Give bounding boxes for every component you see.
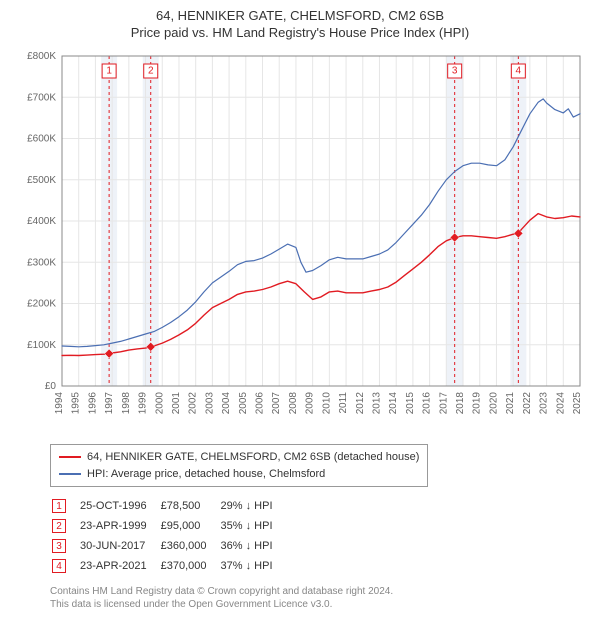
legend-swatch — [59, 456, 81, 458]
svg-text:£500K: £500K — [27, 175, 56, 186]
svg-text:1998: 1998 — [121, 392, 132, 415]
line-chart-svg: £0 £100K £200K £300K £400K £500K £600K £700K £80… — [10, 46, 590, 436]
svg-text:2025: 2025 — [572, 392, 583, 415]
legend-label: 64, HENNIKER GATE, CHELMSFORD, CM2 6SB (… — [87, 449, 419, 466]
footer-line-2: This data is licensed under the Open Gov… — [50, 598, 590, 611]
event-price: £95,000 — [161, 517, 219, 535]
svg-text:2020: 2020 — [488, 392, 499, 415]
svg-text:1995: 1995 — [71, 392, 82, 415]
svg-text:2010: 2010 — [321, 392, 332, 415]
svg-text:1994: 1994 — [54, 392, 65, 415]
event-row: 4 23-APR-2021£370,00037% ↓ HPI — [52, 557, 285, 575]
svg-text:2024: 2024 — [555, 392, 566, 415]
svg-text:2015: 2015 — [405, 392, 416, 415]
svg-text:2001: 2001 — [171, 392, 182, 415]
svg-text:£400K: £400K — [27, 216, 56, 227]
svg-text:2017: 2017 — [438, 392, 449, 415]
event-marker: 2 — [52, 519, 66, 533]
chart-title: 64, HENNIKER GATE, CHELMSFORD, CM2 6SB — [10, 8, 590, 23]
event-pct: 36% ↓ HPI — [221, 537, 285, 555]
event-pct: 37% ↓ HPI — [221, 557, 285, 575]
svg-text:2016: 2016 — [422, 392, 433, 415]
svg-text:2018: 2018 — [455, 392, 466, 415]
event-marker: 1 — [52, 499, 66, 513]
event-price: £370,000 — [161, 557, 219, 575]
svg-text:1999: 1999 — [138, 392, 149, 415]
event-marker: 3 — [52, 539, 66, 553]
event-pct: 35% ↓ HPI — [221, 517, 285, 535]
footer-attribution: Contains HM Land Registry data © Crown c… — [50, 585, 590, 611]
event-row: 1 25-OCT-1996£78,50029% ↓ HPI — [52, 497, 285, 515]
event-marker: 4 — [52, 559, 66, 573]
svg-text:1997: 1997 — [104, 392, 115, 415]
event-row: 2 23-APR-1999£95,00035% ↓ HPI — [52, 517, 285, 535]
svg-text:£300K: £300K — [27, 257, 56, 268]
svg-text:£100K: £100K — [27, 340, 56, 351]
event-date: 30-JUN-2017 — [80, 537, 159, 555]
legend-label: HPI: Average price, detached house, Chel… — [87, 466, 325, 483]
legend-row: HPI: Average price, detached house, Chel… — [59, 466, 419, 483]
svg-text:1996: 1996 — [87, 392, 98, 415]
svg-text:£800K: £800K — [27, 51, 56, 62]
event-date: 23-APR-2021 — [80, 557, 159, 575]
svg-text:1: 1 — [106, 66, 112, 77]
svg-text:2008: 2008 — [288, 392, 299, 415]
svg-text:2006: 2006 — [255, 392, 266, 415]
svg-text:2002: 2002 — [188, 392, 199, 415]
svg-text:£0: £0 — [45, 381, 57, 392]
svg-text:2009: 2009 — [305, 392, 316, 415]
svg-text:2023: 2023 — [539, 392, 550, 415]
svg-text:2011: 2011 — [338, 392, 349, 414]
svg-text:£600K: £600K — [27, 134, 56, 145]
event-date: 25-OCT-1996 — [80, 497, 159, 515]
svg-text:2019: 2019 — [472, 392, 483, 415]
svg-text:2: 2 — [148, 66, 154, 77]
events-table: 1 25-OCT-1996£78,50029% ↓ HPI 2 23-APR-1999… — [50, 495, 287, 577]
svg-text:2000: 2000 — [154, 392, 165, 415]
event-row: 3 30-JUN-2017£360,00036% ↓ HPI — [52, 537, 285, 555]
svg-text:2021: 2021 — [505, 392, 516, 415]
svg-text:2005: 2005 — [238, 392, 249, 415]
svg-text:2004: 2004 — [221, 392, 232, 415]
event-price: £360,000 — [161, 537, 219, 555]
svg-text:2003: 2003 — [204, 392, 215, 415]
chart-subtitle: Price paid vs. HM Land Registry's House … — [10, 25, 590, 40]
svg-text:2013: 2013 — [371, 392, 382, 415]
svg-text:3: 3 — [452, 66, 458, 77]
event-price: £78,500 — [161, 497, 219, 515]
svg-text:£200K: £200K — [27, 299, 56, 310]
svg-text:£700K: £700K — [27, 92, 56, 103]
chart-area: £0 £100K £200K £300K £400K £500K £600K £700K £80… — [10, 46, 590, 436]
event-pct: 29% ↓ HPI — [221, 497, 285, 515]
svg-text:2022: 2022 — [522, 392, 533, 415]
svg-text:2012: 2012 — [355, 392, 366, 415]
legend-row: 64, HENNIKER GATE, CHELMSFORD, CM2 6SB (… — [59, 449, 419, 466]
svg-text:2007: 2007 — [271, 392, 282, 415]
legend-swatch — [59, 473, 81, 475]
svg-text:4: 4 — [516, 66, 522, 77]
legend: 64, HENNIKER GATE, CHELMSFORD, CM2 6SB (… — [50, 444, 428, 487]
footer-line-1: Contains HM Land Registry data © Crown c… — [50, 585, 590, 598]
svg-text:2014: 2014 — [388, 392, 399, 415]
event-date: 23-APR-1999 — [80, 517, 159, 535]
